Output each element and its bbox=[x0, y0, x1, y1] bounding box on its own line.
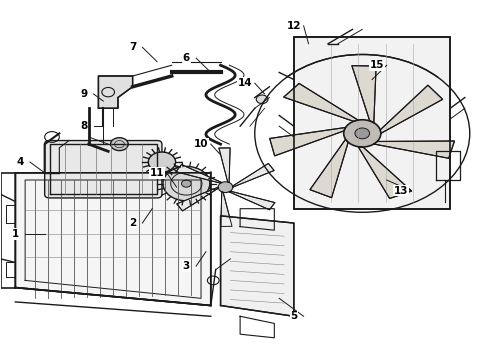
Text: 13: 13 bbox=[394, 186, 409, 196]
Polygon shape bbox=[270, 127, 345, 156]
Polygon shape bbox=[284, 84, 358, 121]
Circle shape bbox=[218, 182, 233, 193]
Text: 7: 7 bbox=[129, 42, 136, 52]
FancyBboxPatch shape bbox=[45, 140, 162, 198]
Polygon shape bbox=[352, 66, 376, 123]
Text: 3: 3 bbox=[183, 261, 190, 271]
Circle shape bbox=[355, 128, 369, 139]
Polygon shape bbox=[49, 144, 157, 194]
Text: 9: 9 bbox=[80, 89, 87, 99]
Polygon shape bbox=[220, 216, 294, 316]
Polygon shape bbox=[358, 147, 412, 198]
Polygon shape bbox=[294, 37, 450, 209]
Circle shape bbox=[111, 138, 128, 150]
Circle shape bbox=[181, 180, 191, 187]
Polygon shape bbox=[176, 165, 222, 183]
Polygon shape bbox=[380, 85, 442, 134]
Text: 1: 1 bbox=[12, 229, 19, 239]
Polygon shape bbox=[374, 141, 455, 158]
Text: 2: 2 bbox=[129, 218, 136, 228]
Text: 8: 8 bbox=[80, 121, 87, 131]
Text: 12: 12 bbox=[287, 21, 301, 31]
Circle shape bbox=[148, 152, 175, 172]
Polygon shape bbox=[219, 148, 230, 183]
Circle shape bbox=[163, 166, 210, 201]
Polygon shape bbox=[221, 192, 232, 226]
Text: 15: 15 bbox=[369, 60, 384, 70]
Text: 10: 10 bbox=[194, 139, 208, 149]
Text: 5: 5 bbox=[290, 311, 297, 321]
Text: 4: 4 bbox=[17, 157, 24, 167]
Polygon shape bbox=[229, 191, 275, 210]
Circle shape bbox=[256, 95, 268, 104]
Text: 14: 14 bbox=[238, 78, 252, 88]
Polygon shape bbox=[310, 139, 348, 198]
Polygon shape bbox=[233, 163, 274, 187]
Polygon shape bbox=[98, 76, 133, 108]
Polygon shape bbox=[15, 173, 211, 306]
Text: 6: 6 bbox=[183, 53, 190, 63]
Circle shape bbox=[343, 120, 381, 147]
Text: 11: 11 bbox=[150, 168, 164, 178]
Polygon shape bbox=[177, 187, 218, 211]
